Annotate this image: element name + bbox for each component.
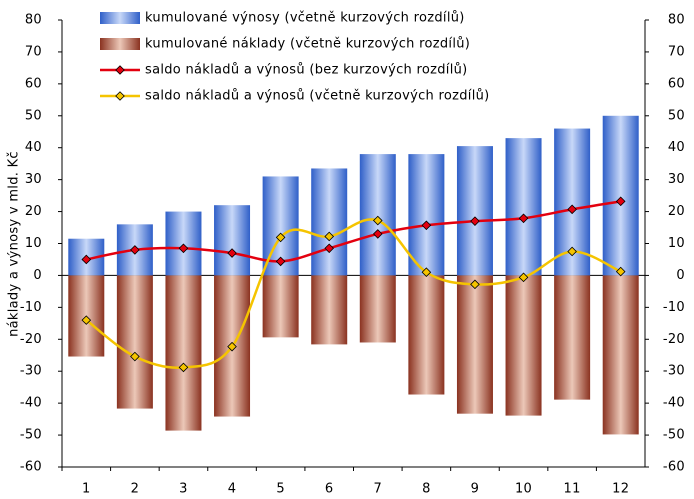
marker [130, 351, 140, 362]
x-tick-label: 11 [564, 482, 581, 496]
marker [227, 248, 237, 258]
y-tick-label: 0 [33, 268, 42, 283]
x-tick-label: 1 [82, 482, 91, 496]
marker [130, 245, 140, 255]
y-tick-label: 70 [25, 44, 42, 59]
y2-tick-label: -60 [663, 460, 685, 475]
marker [324, 231, 335, 242]
y-tick-label: -10 [20, 300, 42, 315]
bar [505, 138, 542, 276]
y-tick-label: 30 [25, 172, 42, 187]
marker [275, 232, 286, 243]
marker [372, 215, 383, 226]
x-tick-label: 4 [228, 482, 237, 496]
bar [408, 154, 445, 276]
y2-tick-label: 80 [668, 13, 685, 28]
marker [421, 220, 432, 231]
y-tick-label: 10 [25, 236, 42, 251]
y2-tick-label: 30 [668, 172, 685, 187]
x-tick-label: 5 [276, 482, 285, 496]
legend-marker [115, 91, 125, 101]
marker [178, 362, 189, 373]
marker [81, 315, 92, 325]
y2-tick-label: -50 [663, 428, 685, 443]
y2-tick-label: -30 [663, 364, 685, 379]
bar [505, 275, 542, 416]
bar [116, 275, 153, 409]
y2-tick-label: 0 [676, 268, 685, 283]
x-tick-label: 10 [515, 482, 532, 496]
y2-tick-label: -40 [663, 396, 685, 411]
y2-tick-label: 70 [668, 44, 685, 59]
x-tick-label: 2 [131, 482, 140, 496]
bar [262, 275, 299, 338]
y2-tick-label: 40 [668, 140, 685, 155]
y2-tick-label: 50 [668, 108, 685, 123]
y-tick-label: -20 [20, 332, 42, 347]
x-tick-label: 3 [179, 482, 188, 496]
y-tick-label: -50 [20, 428, 42, 443]
marker [372, 229, 383, 239]
marker [227, 341, 237, 352]
x-tick-label: 7 [374, 482, 383, 496]
marker [470, 279, 480, 290]
bar [359, 275, 396, 343]
y-tick-label: -30 [20, 364, 42, 379]
legend-marker [115, 65, 125, 75]
x-tick-label: 6 [325, 482, 334, 496]
marker [567, 204, 577, 215]
marker [81, 254, 92, 265]
y-tick-label: 40 [25, 140, 42, 155]
y-tick-label: 60 [25, 76, 42, 91]
marker [567, 246, 577, 257]
bar [165, 275, 202, 431]
marker [518, 272, 529, 283]
bar [311, 168, 348, 276]
y2-tick-label: 60 [668, 76, 685, 91]
bar [214, 205, 251, 276]
x-tick-label: 12 [612, 482, 629, 496]
marker [615, 266, 626, 277]
bar [456, 275, 493, 414]
y2-tick-label: -10 [663, 300, 685, 315]
y-tick-label: 50 [25, 108, 42, 123]
x-tick-label: 9 [471, 482, 480, 496]
legend-swatch [100, 12, 140, 24]
bar [408, 275, 445, 395]
marker [324, 243, 335, 254]
marker [470, 216, 480, 226]
legend-label: kumulované náklady (včetně kurzových roz… [145, 37, 470, 52]
bar [311, 275, 348, 345]
y2-tick-label: -20 [663, 332, 685, 347]
marker [421, 267, 432, 278]
bar [359, 154, 396, 276]
y2-tick-label: 20 [668, 204, 685, 219]
legend-label: saldo nákladů a výnosů (bez kurzových ro… [145, 63, 468, 78]
y-tick-label: -40 [20, 396, 42, 411]
marker [518, 213, 529, 224]
marker [178, 243, 189, 254]
legend-swatch [100, 38, 140, 50]
y-tick-label: 80 [25, 13, 42, 28]
bar [554, 275, 591, 400]
marker [275, 256, 286, 267]
bar [602, 115, 639, 276]
y-tick-label: -60 [20, 460, 42, 475]
marker [615, 196, 626, 207]
bar [602, 275, 639, 435]
legend-label: kumulované výnosy (včetně kurzových rozd… [145, 11, 465, 26]
y-tick-label: 20 [25, 204, 42, 219]
legend-label: saldo nákladů a výnosů (včetně kurzových… [145, 89, 490, 104]
y-axis-label: náklady a výnosy v mld. Kč [7, 151, 22, 337]
y2-tick-label: 10 [668, 236, 685, 251]
x-tick-label: 8 [422, 482, 431, 496]
bar [456, 146, 493, 276]
